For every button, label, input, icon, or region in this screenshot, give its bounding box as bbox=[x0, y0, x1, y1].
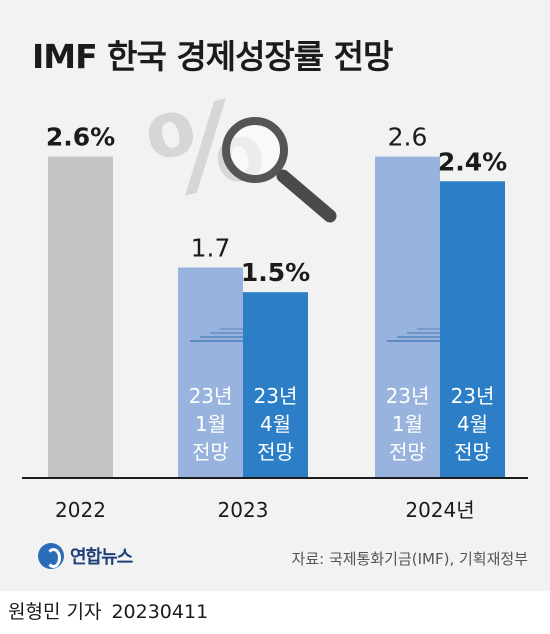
bar-inner-label: 1월 bbox=[392, 412, 423, 436]
byline: 원형민 기자 20230411 bbox=[8, 597, 208, 624]
chart-title: IMF 한국 경제성장률 전망 bbox=[32, 37, 393, 76]
source-note: 자료: 국제통화기금(IMF), 기획재정부 bbox=[291, 550, 528, 568]
bar-actual-2022 bbox=[48, 156, 113, 477]
data-label-apr-2024년: 2.4% bbox=[438, 147, 507, 176]
bar-inner-label: 4월 bbox=[457, 412, 488, 436]
bar-inner-label: 23년 bbox=[189, 384, 233, 408]
bar-inner-label: 23년 bbox=[386, 384, 430, 408]
x-tick-label: 2024년 bbox=[405, 498, 474, 522]
x-tick-label: 2023 bbox=[218, 498, 269, 522]
percent-magnifier-decoration: % bbox=[136, 73, 337, 226]
logo-text: 연합뉴스 bbox=[70, 547, 133, 568]
bar-jan-2024년 bbox=[375, 156, 440, 477]
x-tick-label: 2022 bbox=[55, 498, 106, 522]
data-label-apr-2023: 1.5% bbox=[241, 258, 310, 287]
bar-inner-label: 23년 bbox=[254, 384, 298, 408]
bar-inner-label: 전망 bbox=[192, 440, 229, 464]
bar-inner-label: 1월 bbox=[195, 412, 226, 436]
bar-inner-label: 전망 bbox=[454, 440, 491, 464]
magnifier-handle bbox=[276, 169, 337, 223]
bar-apr-2024년 bbox=[440, 181, 505, 478]
bar-jan-2023 bbox=[178, 267, 243, 477]
bar-inner-label: 4월 bbox=[260, 412, 291, 436]
bar-inner-label: 23년 bbox=[451, 384, 495, 408]
byline-date: 20230411 bbox=[111, 601, 209, 623]
bar-inner-label: 전망 bbox=[389, 440, 426, 464]
yonhap-logo-icon bbox=[38, 543, 64, 569]
yonhap-logo: 연합뉴스 bbox=[38, 543, 133, 569]
reporter-name: 원형민 기자 bbox=[8, 601, 102, 623]
bar-apr-2023 bbox=[243, 292, 308, 477]
magnifier-icon bbox=[222, 117, 288, 183]
data-label-jan-2024년: 2.6 bbox=[388, 123, 428, 152]
data-label-jan-2023: 1.7 bbox=[191, 234, 231, 263]
data-label-actual-2022: 2.6% bbox=[46, 123, 115, 152]
bar-inner-label: 전망 bbox=[257, 440, 294, 464]
